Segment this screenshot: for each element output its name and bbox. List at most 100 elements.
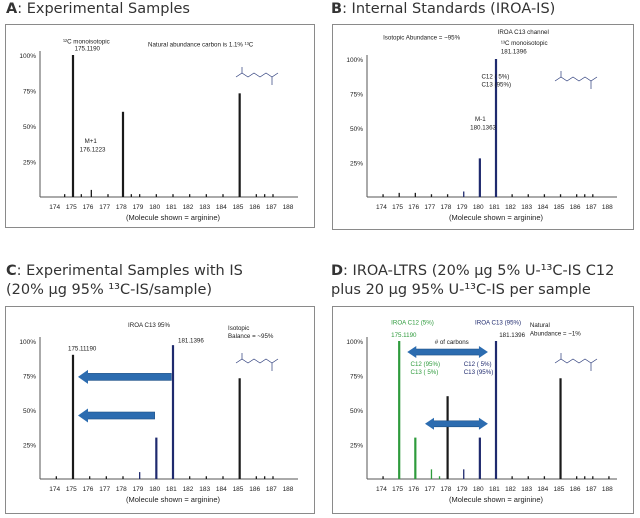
x-tick-label: 178 — [441, 486, 452, 493]
spectrum-bar — [122, 476, 124, 479]
peak-annotation: 176.1223 — [80, 147, 106, 154]
y-tick-label: 25% — [23, 160, 36, 167]
arginine-structure-icon — [554, 353, 598, 371]
x-tick-label: 177 — [99, 486, 110, 493]
x-tick-label: 180 — [473, 486, 484, 493]
spectrum-bar — [90, 189, 92, 197]
panel-a-chart: 25% 50% 75% 100% 174 175 176 177 178 179 180 181 182… — [5, 24, 315, 228]
x-tick-label: 182 — [183, 486, 194, 493]
x-tick-label: 176 — [408, 204, 419, 211]
spectrum-bar — [71, 354, 75, 479]
arrow-head-left — [78, 369, 88, 384]
x-tick-label: 178 — [116, 486, 127, 493]
spectrum-bar — [527, 476, 529, 479]
spectrum-bar — [189, 194, 191, 197]
panel-b-svg: 25% 50% 75% 100% 174 175 176 177 178 179 180 181 182… — [346, 29, 617, 222]
spectrum-bar — [55, 476, 57, 479]
x-tick-label: 187 — [586, 204, 597, 211]
spectrum-bar — [463, 469, 465, 479]
peak-annotation: IROA C13 (95%) — [475, 319, 521, 326]
x-tick-label: 186 — [570, 204, 581, 211]
x-tick-label: 174 — [49, 204, 60, 211]
x-tick-label: 174 — [376, 486, 387, 493]
spectrum-bar — [543, 194, 546, 197]
x-tick-label: 178 — [116, 204, 127, 211]
peak-annotation: 175.11190 — [68, 346, 97, 353]
x-tick-label: 184 — [537, 204, 548, 211]
spectrum-bar — [80, 194, 82, 197]
panel-b-title: B: Internal Standards (IROA-IS) — [331, 0, 555, 19]
peak-annotation: C12 ( 5%) — [481, 73, 509, 80]
spectrum-bar — [430, 469, 433, 479]
x-tick-label: 186 — [570, 486, 581, 493]
spectrum-bar — [189, 476, 191, 479]
x-tick-label: 175 — [392, 486, 403, 493]
x-tick-label: 182 — [183, 204, 194, 211]
x-tick-label: 188 — [283, 486, 294, 493]
arrow-head-left — [78, 408, 88, 423]
shift-arrow — [414, 348, 481, 356]
x-tick-label: 179 — [457, 204, 468, 211]
y-tick-label: 25% — [23, 443, 36, 450]
x-tick-label: 175 — [392, 204, 403, 211]
x-axis-label: (Molecule shown = arginine) — [449, 213, 544, 222]
spectrum-bar — [71, 55, 75, 197]
panel-c-title-text: : Experimental Samples with IS — [16, 263, 243, 279]
peak-annotation: Isotopic — [228, 325, 249, 332]
x-tick-label: 177 — [424, 204, 435, 211]
x-tick-label: 184 — [216, 204, 227, 211]
spectrum-bar — [382, 476, 384, 479]
x-tick-label: 183 — [199, 204, 210, 211]
x-tick-label: 181 — [489, 486, 500, 493]
peak-annotation: 180.1363 — [470, 124, 496, 131]
spectrum-bar — [576, 194, 578, 197]
panel-c-title: C: Experimental Samples with IS (20% µg … — [6, 262, 243, 300]
spectrum-bar — [155, 437, 158, 479]
peak-annotation: C12 (95%) — [410, 361, 440, 368]
arginine-structure-icon — [235, 353, 279, 371]
peak-annotation: 181.1396 — [178, 337, 204, 344]
spectrum-bar — [264, 194, 266, 197]
peak-annotation: 175.1190 — [391, 332, 417, 339]
panel-d-chart: 25% 50% 75% 100% 174 175 176 177 178 179 180 181 182… — [332, 306, 634, 514]
spectrum-bar — [205, 194, 207, 197]
peak-annotation: C13 (95%) — [481, 82, 511, 89]
x-tick-label: 181 — [166, 204, 177, 211]
x-tick-label: 184 — [537, 486, 548, 493]
spectrum-bar — [592, 194, 594, 197]
peak-annotation: IROA C13 channel — [498, 29, 549, 36]
x-tick-label: 182 — [505, 486, 516, 493]
peak-annotation: ¹²C monoisotopic — [63, 39, 110, 46]
peak-annotation: IROA C12 (5%) — [391, 319, 434, 326]
x-tick-label: 176 — [408, 486, 419, 493]
spectrum-bar — [511, 194, 513, 197]
peak-annotation: Abundance = ~1% — [530, 330, 581, 337]
panel-d-svg: 25% 50% 75% 100% 174 175 176 177 178 179 180 181 182… — [346, 319, 617, 504]
panel-a-letter: A — [6, 1, 18, 17]
arrow-head-right — [478, 417, 488, 430]
x-tick-label: 177 — [99, 204, 110, 211]
x-tick-label: 187 — [266, 204, 277, 211]
spectrum-bar — [446, 396, 449, 479]
x-tick-label: 178 — [441, 204, 452, 211]
x-tick-label: 187 — [586, 486, 597, 493]
spectrum-bar — [205, 476, 207, 479]
spectrum-bar — [222, 476, 224, 479]
peak-annotation: C13 (95%) — [464, 369, 494, 376]
spectrum-bar — [478, 437, 481, 479]
spectrum-bar — [130, 194, 132, 197]
arrow-head-left — [407, 346, 417, 359]
y-tick-label: 75% — [23, 374, 36, 381]
spectrum-bar — [494, 341, 498, 479]
spectrum-bar — [584, 194, 586, 197]
x-tick-label: 188 — [602, 204, 613, 211]
panel-c-svg: 25% 50% 75% 100% 174 175 176 177 178 179 180 181 182… — [19, 322, 298, 504]
spectrum-bar — [446, 194, 449, 197]
peak-annotation: # of carbons — [435, 339, 469, 346]
y-tick-label: 100% — [346, 339, 363, 346]
spectrum-bar — [255, 194, 257, 197]
arrow-head-right — [478, 346, 488, 359]
peak-annotation: C13 ( 5%) — [410, 369, 438, 376]
peak-annotation: Natural abundance carbon is 1.1% ¹³C — [148, 41, 254, 48]
spectrum-bar — [171, 345, 175, 479]
